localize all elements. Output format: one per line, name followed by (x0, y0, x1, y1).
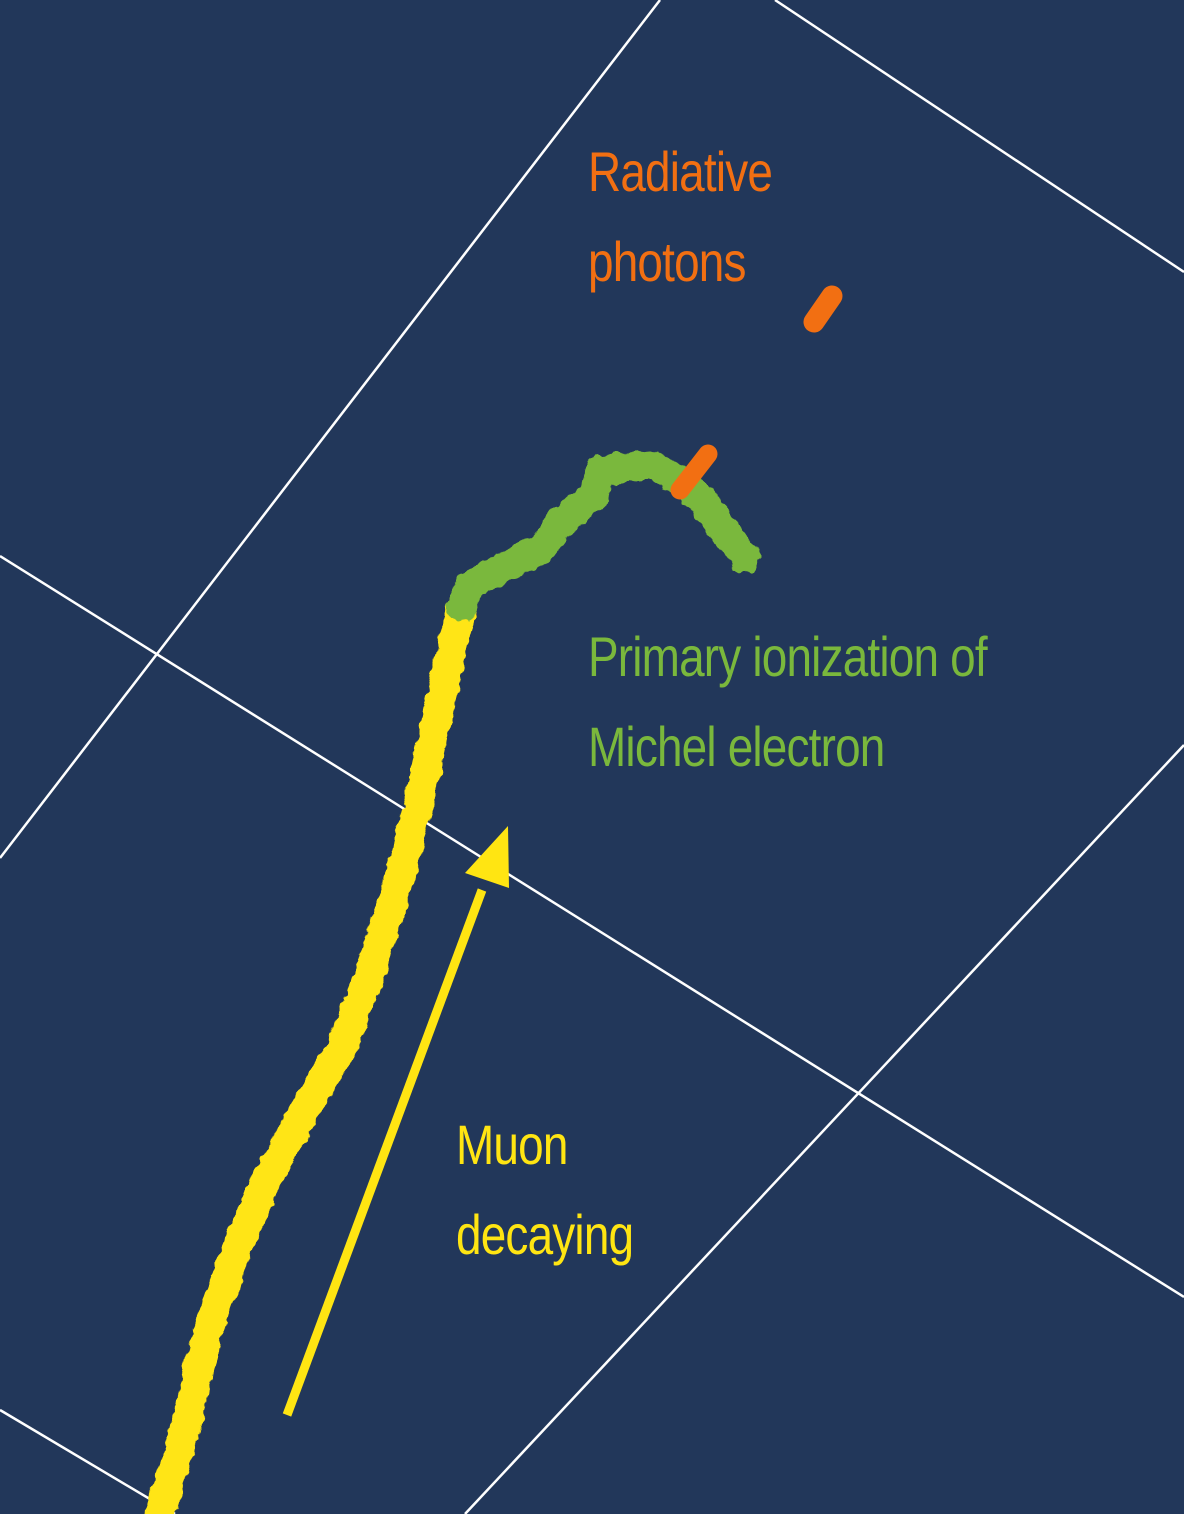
muon-decaying-label-line2: decaying (456, 1203, 634, 1266)
muon-direction-arrow-shaft (282, 888, 487, 1417)
photon-deposit (670, 444, 718, 500)
grid-line (774, 0, 1184, 274)
radiative-photon-deposits (670, 285, 843, 500)
grid-line (0, 554, 1184, 1299)
michel-electron-label-line2: Michel electron (588, 715, 885, 778)
radiative-photons-label: Radiative photons (588, 127, 773, 307)
michel-electron-label: Primary ionization of Michel electron (588, 612, 988, 792)
grid-line (0, 0, 661, 859)
muon-track-path (145, 591, 477, 1514)
muon-direction-arrowhead (465, 826, 509, 888)
radiative-photons-label-line1: Radiative (588, 140, 773, 203)
muon-decaying-label-line1: Muon (456, 1113, 568, 1176)
photon-deposit (803, 285, 843, 333)
michel-electron-track-path (447, 450, 760, 621)
grid-line (0, 1408, 176, 1514)
muon-track (145, 591, 477, 1514)
grid-line (464, 744, 1184, 1514)
muon-direction-arrow (282, 826, 509, 1417)
radiative-photons-label-line2: photons (588, 230, 746, 293)
muon-decaying-label: Muon decaying (456, 1100, 634, 1280)
michel-electron-label-line1: Primary ionization of (588, 625, 988, 688)
michel-electron-track (447, 450, 760, 621)
